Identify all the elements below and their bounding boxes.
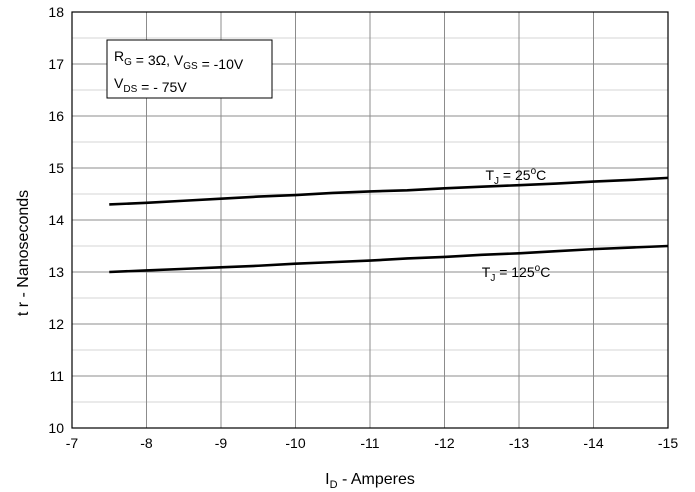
conditions-line-1: RG = 3Ω, VGS = -10V — [114, 48, 244, 72]
y-tick-label: 18 — [48, 4, 64, 20]
y-tick-label: 17 — [48, 56, 64, 72]
y-tick-label: 12 — [48, 316, 64, 332]
conditions-line-2: VDS = - 75V — [114, 75, 187, 95]
grid — [72, 12, 668, 428]
series-line-tj-125c — [109, 244, 669, 274]
x-tick-label: -11 — [360, 435, 379, 451]
y-tick-label: 13 — [48, 264, 64, 280]
y-tick-label: 10 — [48, 420, 64, 436]
x-axis-label: ID - Amperes — [325, 471, 415, 491]
x-tick-label: -14 — [583, 435, 603, 451]
x-axis-ticks: -7 -8 -9 -10 -11 -12 -13 -14 -15 — [66, 435, 679, 451]
x-tick-label: -8 — [140, 435, 153, 451]
y-tick-label: 16 — [48, 108, 64, 124]
plot-area — [71, 11, 669, 429]
x-tick-label: -15 — [658, 435, 678, 451]
series-label-tj-125c: TJ = 125oC — [482, 263, 551, 284]
x-tick-label: -10 — [285, 435, 305, 451]
conditions-box: RG = 3Ω, VGS = -10V VDS = - 75V — [106, 39, 273, 99]
y-axis-label: t r - Nanoseconds — [15, 190, 32, 316]
series-group — [109, 176, 669, 274]
series-line-tj-25c — [109, 176, 669, 206]
x-tick-label: -7 — [66, 435, 79, 451]
x-tick-label: -12 — [434, 435, 454, 451]
y-axis-ticks: 10 11 12 13 14 15 16 17 18 — [48, 4, 64, 436]
series-labels: TJ = 25oC TJ = 125oC — [482, 166, 551, 284]
y-tick-label: 15 — [48, 160, 64, 176]
x-tick-label: -9 — [215, 435, 228, 451]
y-tick-label: 14 — [48, 212, 64, 228]
series-label-tj-25c: TJ = 25oC — [485, 166, 546, 187]
y-tick-label: 11 — [49, 368, 64, 384]
x-tick-label: -13 — [509, 435, 529, 451]
